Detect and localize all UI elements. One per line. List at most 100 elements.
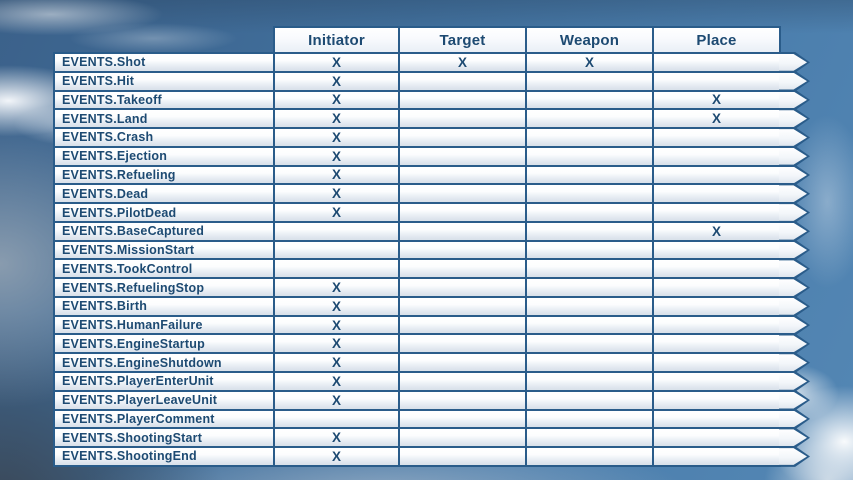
arrow-right-icon bbox=[779, 240, 810, 261]
arrow-right-icon bbox=[779, 183, 810, 204]
cell-weapon bbox=[525, 108, 654, 130]
arrow-right-icon bbox=[779, 127, 810, 148]
arrow-right-icon bbox=[779, 315, 810, 336]
table-row: EVENTS.Ejection X bbox=[53, 145, 810, 167]
cell-target bbox=[398, 371, 527, 392]
cell-target bbox=[398, 352, 527, 374]
cell-initiator: X bbox=[273, 202, 400, 223]
row-label: EVENTS.PilotDead bbox=[53, 202, 275, 223]
cell-place bbox=[652, 333, 781, 355]
table-row: EVENTS.PlayerComment bbox=[53, 408, 810, 430]
arrow-right-icon bbox=[779, 71, 810, 92]
cell-initiator bbox=[273, 239, 400, 261]
row-label: EVENTS.ShootingEnd bbox=[53, 446, 275, 467]
row-label: EVENTS.PlayerLeaveUnit bbox=[53, 389, 275, 411]
cell-target bbox=[398, 239, 527, 261]
cell-target bbox=[398, 183, 527, 205]
cell-target bbox=[398, 446, 527, 467]
row-label: EVENTS.ShootingStart bbox=[53, 427, 275, 449]
cell-place bbox=[652, 277, 781, 298]
table-row: EVENTS.ShootingStart X bbox=[53, 427, 810, 449]
row-label: EVENTS.MissionStart bbox=[53, 239, 275, 261]
cell-weapon bbox=[525, 427, 654, 449]
table-row: EVENTS.Crash X bbox=[53, 127, 810, 148]
cell-target bbox=[398, 389, 527, 411]
row-label: EVENTS.Crash bbox=[53, 127, 275, 148]
row-label: EVENTS.Takeoff bbox=[53, 89, 275, 111]
cell-target bbox=[398, 295, 527, 317]
column-header-weapon: Weapon bbox=[525, 26, 654, 54]
table-row: EVENTS.TookControl bbox=[53, 258, 810, 280]
table-row: EVENTS.Hit X bbox=[53, 70, 810, 92]
row-label: EVENTS.Ejection bbox=[53, 145, 275, 167]
arrow-right-icon bbox=[779, 390, 810, 411]
arrow-right-icon bbox=[779, 446, 810, 467]
cell-weapon: X bbox=[525, 52, 654, 73]
cell-weapon bbox=[525, 164, 654, 186]
cell-weapon bbox=[525, 145, 654, 167]
table-row: EVENTS.Dead X bbox=[53, 183, 810, 205]
column-header-target: Target bbox=[398, 26, 527, 54]
cell-target: X bbox=[398, 52, 527, 73]
cell-initiator: X bbox=[273, 183, 400, 205]
table-row: EVENTS.Refueling X bbox=[53, 164, 810, 186]
table-row: EVENTS.PilotDead X bbox=[53, 202, 810, 223]
cell-place bbox=[652, 427, 781, 449]
cell-place bbox=[652, 446, 781, 467]
row-label: EVENTS.Dead bbox=[53, 183, 275, 205]
cell-initiator: X bbox=[273, 352, 400, 374]
cell-place bbox=[652, 164, 781, 186]
table-row: EVENTS.PlayerLeaveUnit X bbox=[53, 389, 810, 411]
arrow-right-icon bbox=[779, 296, 810, 317]
cell-initiator: X bbox=[273, 52, 400, 73]
table-header-row: Initiator Target Weapon Place bbox=[273, 26, 810, 54]
cell-target bbox=[398, 333, 527, 355]
arrow-right-icon bbox=[779, 409, 810, 430]
arrow-right-icon bbox=[779, 427, 810, 448]
table-row: EVENTS.EngineShutdown X bbox=[53, 352, 810, 374]
cell-target bbox=[398, 70, 527, 92]
cell-place bbox=[652, 202, 781, 223]
cell-initiator: X bbox=[273, 145, 400, 167]
row-label: EVENTS.PlayerComment bbox=[53, 408, 275, 430]
cell-target bbox=[398, 258, 527, 280]
cell-initiator: X bbox=[273, 446, 400, 467]
cell-target bbox=[398, 427, 527, 449]
arrow-right-icon bbox=[779, 165, 810, 186]
cell-weapon bbox=[525, 408, 654, 430]
table-row: EVENTS.HumanFailure X bbox=[53, 314, 810, 336]
row-label: EVENTS.BaseCaptured bbox=[53, 220, 275, 242]
cell-weapon bbox=[525, 389, 654, 411]
cell-place bbox=[652, 239, 781, 261]
arrow-right-icon bbox=[779, 352, 810, 373]
column-header-initiator: Initiator bbox=[273, 26, 400, 54]
table-rows: EVENTS.Shot X X X EVENTS.Hit X EVENTS.Ta… bbox=[53, 52, 810, 467]
cell-initiator bbox=[273, 220, 400, 242]
cell-initiator bbox=[273, 408, 400, 430]
arrow-right-icon bbox=[779, 277, 810, 298]
cell-weapon bbox=[525, 371, 654, 392]
arrow-right-icon bbox=[779, 52, 810, 73]
table-row: EVENTS.Land X X bbox=[53, 108, 810, 130]
cell-initiator bbox=[273, 258, 400, 280]
cell-target bbox=[398, 202, 527, 223]
row-label: EVENTS.TookControl bbox=[53, 258, 275, 280]
cell-target bbox=[398, 277, 527, 298]
cell-initiator: X bbox=[273, 277, 400, 298]
cell-weapon bbox=[525, 89, 654, 111]
row-label: EVENTS.Shot bbox=[53, 52, 275, 73]
cell-place bbox=[652, 70, 781, 92]
arrow-right-icon bbox=[779, 146, 810, 167]
row-label: EVENTS.Refueling bbox=[53, 164, 275, 186]
cell-place bbox=[652, 314, 781, 336]
cell-weapon bbox=[525, 446, 654, 467]
table-row: EVENTS.EngineStartup X bbox=[53, 333, 810, 355]
arrow-right-icon bbox=[779, 202, 810, 223]
cell-place bbox=[652, 389, 781, 411]
arrow-right-icon bbox=[779, 90, 810, 111]
table-row: EVENTS.BaseCaptured X bbox=[53, 220, 810, 242]
cell-place bbox=[652, 183, 781, 205]
cell-weapon bbox=[525, 127, 654, 148]
arrow-right-icon bbox=[779, 221, 810, 242]
